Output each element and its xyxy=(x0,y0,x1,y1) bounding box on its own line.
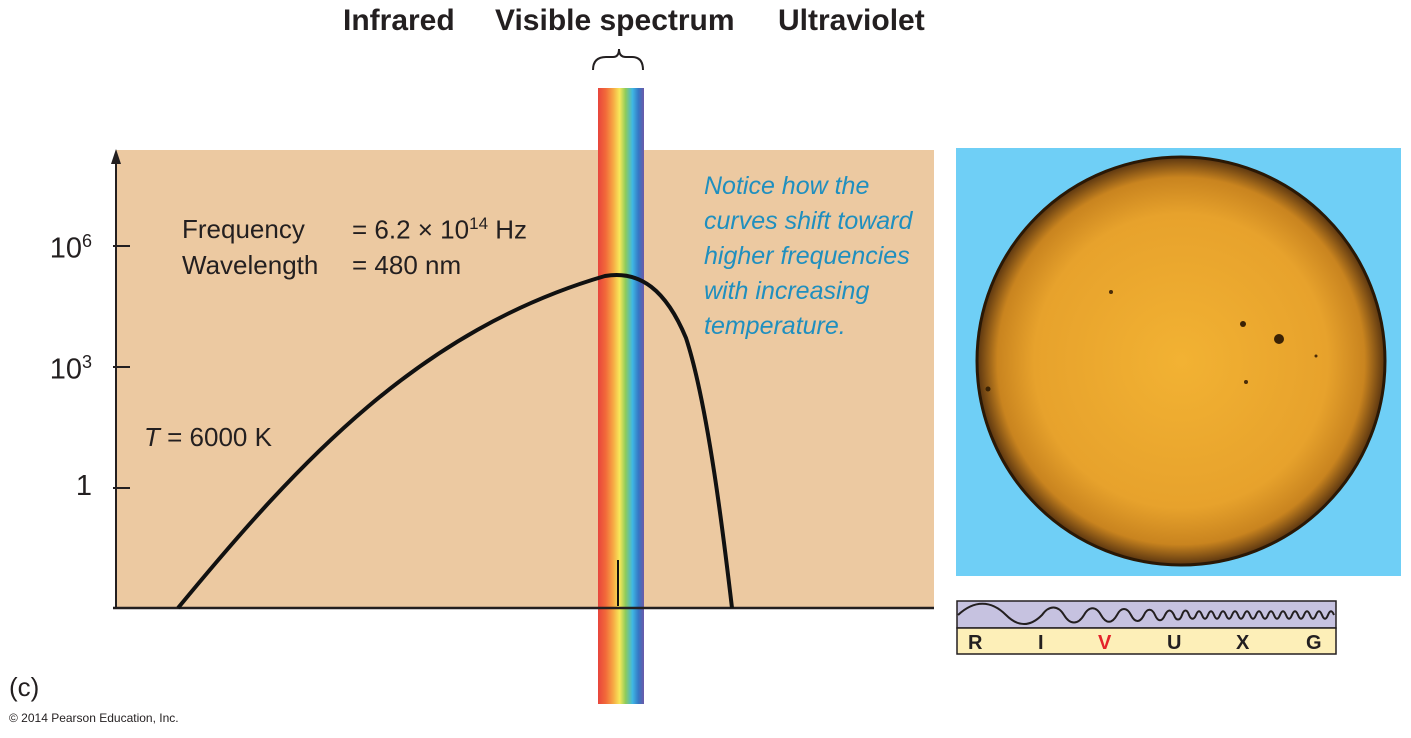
y-axis-arrow xyxy=(111,149,121,164)
sunspot xyxy=(1274,334,1284,344)
temperature-label: T = 6000 K xyxy=(144,422,272,452)
y-tick-label-1e6: 106 xyxy=(49,231,92,265)
band-letter-r: R xyxy=(968,632,983,654)
sunspot xyxy=(985,386,991,392)
wave-icon xyxy=(957,602,1335,625)
spectrum-band-indicator xyxy=(956,600,1337,655)
sunspot xyxy=(1244,380,1248,384)
visible-band xyxy=(598,88,644,704)
sunspot xyxy=(1240,321,1246,327)
band-letter-x: X xyxy=(1236,632,1250,654)
band-letter-u: U xyxy=(1167,632,1182,654)
note-line: with increasing xyxy=(704,277,870,305)
note-line: curves shift toward xyxy=(704,207,913,235)
sun-disk xyxy=(975,155,1387,567)
wavelength-value: = 480 nm xyxy=(352,250,462,280)
sun-photo xyxy=(956,148,1401,576)
copyright-notice: © 2014 Pearson Education, Inc. xyxy=(9,711,179,725)
frequency-label: Frequency xyxy=(182,214,305,244)
plot-area xyxy=(116,150,934,608)
visible-spectrum-brace xyxy=(592,48,644,71)
series-6000K xyxy=(176,273,734,610)
figure-caption: (c) xyxy=(9,672,40,702)
infrared-label: Infrared xyxy=(343,4,455,37)
shift-note: Notice how the curves shift toward highe… xyxy=(704,169,912,344)
band-letter-v: V xyxy=(1098,632,1112,654)
band-letter-g: G xyxy=(1306,632,1322,654)
y-tick-label-1: 1 xyxy=(75,470,92,502)
frequency-value: = 6.2 × 1014 Hz xyxy=(352,214,528,245)
sunspot xyxy=(1314,354,1318,358)
sunspot xyxy=(1109,290,1113,294)
note-line: higher frequencies xyxy=(704,242,910,270)
wavelength-label: Wavelength xyxy=(182,250,319,280)
note-line: temperature. xyxy=(704,312,846,340)
band-letter-i: I xyxy=(1038,632,1044,654)
note-line: Notice how the xyxy=(704,172,870,200)
ultraviolet-label: Ultraviolet xyxy=(778,4,925,37)
visible-spectrum-label: Visible spectrum xyxy=(495,4,735,37)
y-tick-label-1e3: 103 xyxy=(49,352,92,386)
